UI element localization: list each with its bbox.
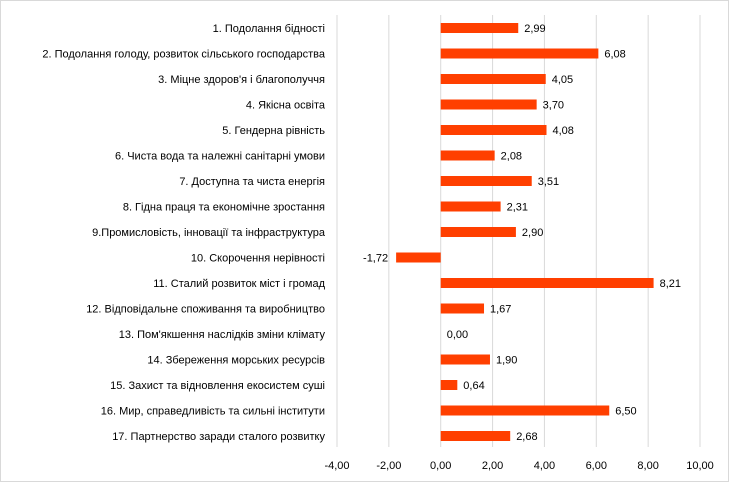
category-label: 2. Подолання голоду, розвиток сільського… [42, 49, 325, 61]
value-label: 8,21 [660, 278, 681, 290]
value-label: 6,08 [604, 49, 625, 61]
value-label: 2,68 [516, 431, 537, 443]
value-label: 0,00 [447, 329, 468, 341]
value-label: 1,90 [496, 355, 517, 367]
value-label: 3,70 [543, 100, 564, 112]
bar [440, 405, 610, 416]
bar [440, 125, 547, 135]
x-tick-label: 10,00 [686, 460, 714, 472]
x-tick-label: 6,00 [586, 460, 607, 472]
value-label: 4,08 [553, 125, 574, 137]
value-label: 1,67 [490, 304, 511, 316]
x-tick-label: -4,00 [324, 460, 349, 472]
bar [440, 23, 519, 33]
bar [440, 150, 495, 161]
value-label: -1,72 [363, 253, 388, 265]
category-label: 14. Збереження морських ресурсів [147, 355, 325, 367]
category-label: 5. Гендерна рівність [222, 125, 325, 137]
category-label: 1. Подолання бідності [213, 23, 325, 35]
value-label: 2,90 [522, 227, 543, 239]
category-label: 11. Сталий розвиток міст і громад [153, 278, 325, 290]
category-label: 12. Відповідальне споживання та виробниц… [86, 304, 325, 316]
category-labels: 1. Подолання бідності 2. Подолання голоду… [42, 23, 326, 443]
value-label: 4,05 [552, 74, 573, 86]
bar [440, 74, 546, 84]
bar-layer [396, 23, 654, 441]
bar [440, 380, 458, 390]
category-label: 15. Захист та відновлення екосистем суші [110, 380, 325, 392]
category-label: 6. Чиста вода та належні санітарні умови [115, 151, 325, 163]
value-label: 2,08 [501, 151, 522, 163]
x-tick-label: 2,00 [482, 460, 503, 472]
bar [440, 99, 537, 110]
bar [440, 227, 516, 237]
bar [440, 48, 599, 59]
category-label: 4. Якісна освіта [246, 100, 326, 112]
x-tick-label: 0,00 [430, 460, 451, 472]
category-label: 10. Скорочення нерівності [191, 253, 325, 265]
x-axis-tick-labels: -4,00 -2,00 0,00 2,00 4,00 6,00 8,00 10,00 [324, 460, 713, 472]
category-label: 8. Гідна праця та економічне зростання [123, 202, 325, 214]
value-label: 2,31 [507, 202, 528, 214]
category-label: 17. Партнерство заради сталого розвитку [112, 431, 325, 443]
category-label: 16. Мир, справедливість та сильні інстит… [101, 406, 325, 418]
value-labels: 2,99 6,08 4,05 3,70 4,08 2,08 3,51 2,31 2,90 -1,7… [363, 23, 681, 443]
x-tick-label: -2,00 [376, 460, 401, 472]
bar [440, 201, 501, 212]
value-label: 0,64 [463, 380, 484, 392]
bar [440, 176, 532, 186]
bar [396, 252, 441, 263]
category-label: 7. Доступна та чиста енергія [179, 176, 325, 188]
value-label: 3,51 [538, 176, 559, 188]
value-label: 6,50 [615, 406, 636, 418]
bar [440, 303, 485, 314]
x-tick-label: 8,00 [637, 460, 658, 472]
category-label: 3. Міцне здоров'я і благополуччя [158, 74, 325, 86]
bar [440, 354, 490, 365]
category-label: 13. Пом'якшення наслідків зміни клімату [119, 329, 326, 341]
x-tick-label: 4,00 [534, 460, 555, 472]
bar [440, 278, 654, 288]
bar [440, 431, 511, 441]
value-label: 2,99 [524, 23, 545, 35]
category-label: 9.Промисловість, інновації та інфраструк… [92, 227, 326, 239]
